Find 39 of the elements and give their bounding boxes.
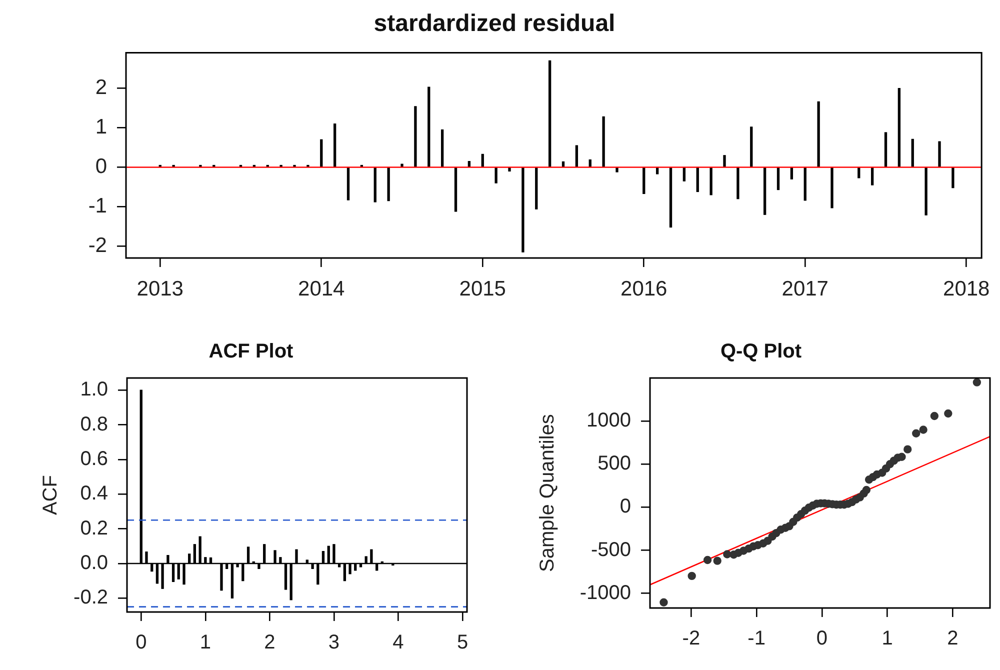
x-tick-label: 0	[136, 632, 147, 654]
y-tick-label: 0	[95, 155, 107, 178]
y-tick-label: 2	[95, 76, 107, 100]
y-axis-title: ACF	[40, 475, 62, 515]
x-tick-label: 2	[264, 632, 276, 654]
y-tick-label: -0.2	[74, 586, 108, 609]
x-tick-label: 0	[816, 628, 828, 650]
y-tick-label: -500	[590, 538, 631, 561]
y-tick-label: 500	[598, 452, 631, 475]
chart-title: Q-Q Plot	[720, 340, 802, 363]
chart-title: stardardized residual	[374, 10, 616, 38]
x-tick-label: 2015	[459, 277, 506, 300]
y-tick-label: -1000	[580, 582, 631, 604]
y-tick-label: 0.0	[80, 552, 108, 574]
x-tick-label: -2	[682, 628, 700, 650]
x-tick-label: 5	[456, 632, 468, 654]
x-tick-label: 4	[392, 632, 404, 654]
x-tick-label: 3	[328, 632, 340, 654]
y-tick-label: 0.8	[80, 413, 108, 436]
y-tick-label: 0	[620, 496, 631, 518]
x-tick-label: 1	[882, 628, 893, 650]
x-tick-label: 1	[200, 632, 211, 654]
y-tick-label: -2	[88, 234, 107, 257]
x-tick-label: 2014	[298, 277, 346, 300]
x-tick-label: -1	[748, 628, 766, 650]
y-tick-label: 1000	[586, 410, 631, 432]
y-tick-label: 1.0	[80, 378, 108, 401]
x-tick-label: 2	[947, 628, 958, 650]
y-axis-title: Sample Quantiles	[536, 414, 559, 572]
chart-title: ACF Plot	[208, 340, 294, 363]
x-tick-label: 2016	[620, 277, 668, 300]
y-tick-label: 1	[95, 116, 107, 139]
y-tick-label: 0.6	[80, 448, 108, 470]
x-tick-label: 2017	[782, 277, 828, 300]
x-tick-label: 2013	[136, 277, 184, 300]
y-tick-label: 0.2	[80, 517, 108, 540]
x-tick-label: 2018	[943, 277, 990, 300]
y-tick-label: -1	[88, 194, 107, 218]
y-tick-label: 0.4	[80, 482, 108, 505]
